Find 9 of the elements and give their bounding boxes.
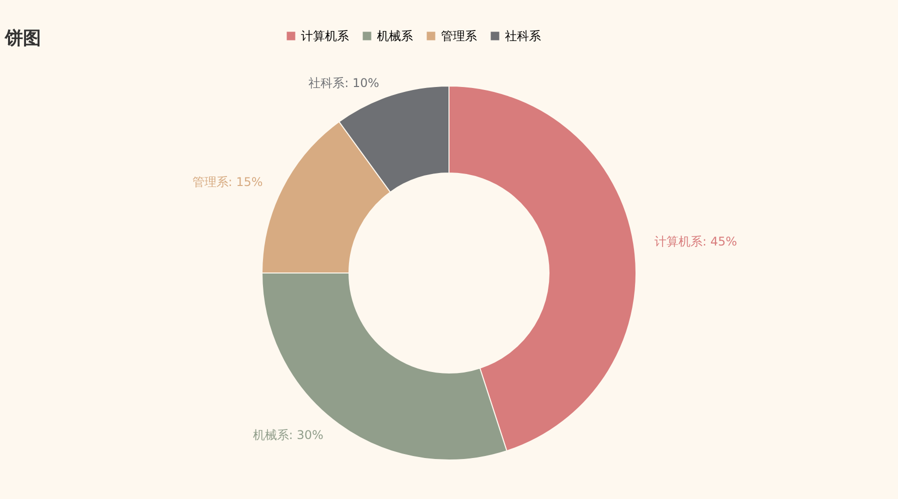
data-label: 社科系: 10% bbox=[308, 76, 380, 90]
legend-label: 计算机系 bbox=[301, 29, 349, 43]
text: 饼图 bbox=[4, 28, 41, 49]
data-label: 机械系: 30% bbox=[252, 428, 324, 442]
legend-label: 社科系 bbox=[505, 29, 541, 43]
legend-label: 管理系 bbox=[441, 29, 477, 43]
data-label: 计算机系: 45% bbox=[654, 234, 738, 249]
data-label: 管理系: 15% bbox=[192, 175, 263, 190]
legend-label: 机械系 bbox=[377, 29, 413, 43]
